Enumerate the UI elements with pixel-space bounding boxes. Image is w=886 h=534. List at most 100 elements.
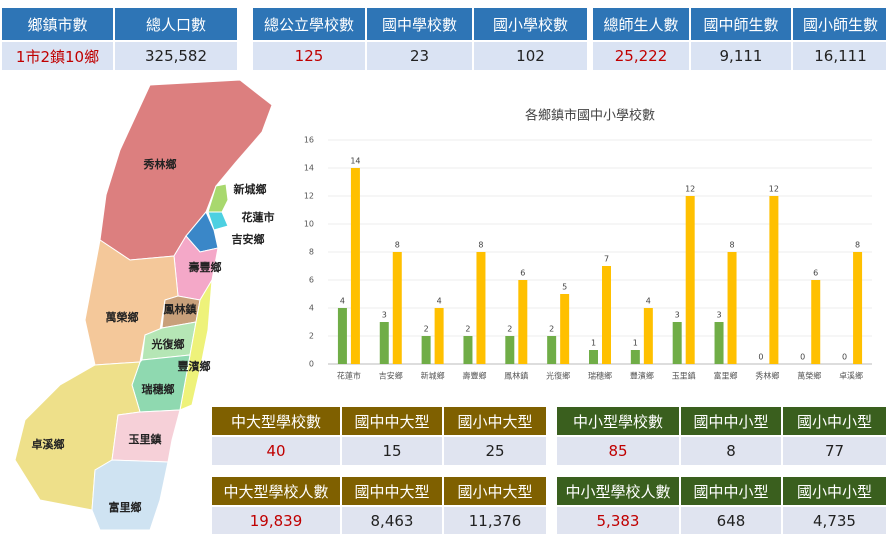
y-tick-label: 16 [304,136,314,145]
data-label: 8 [478,241,483,250]
map-label: 秀林鄉 [143,157,177,171]
data-label: 0 [758,353,763,362]
stat-value: 8 [681,437,781,465]
stat-header: 總公立學校數 [253,8,365,40]
stat-table: 總公立學校數 國中學校數 國小學校數 125 23 102 [253,8,587,70]
data-label: 5 [562,283,567,292]
stat-value: 40 [212,437,340,465]
chart-title: 各鄉鎮市國中小學校數 [525,108,655,124]
map-label: 新城鄉 [234,182,267,196]
map-label: 光復鄉 [151,337,185,351]
bar [672,322,682,364]
bar [602,266,611,364]
y-tick-label: 10 [304,220,314,229]
stat-value: 8,463 [342,507,442,534]
region [207,183,229,213]
x-tick-label: 新城鄉 [421,371,445,381]
stat-value: 25,222 [593,42,689,70]
map-label: 花蓮市 [242,210,275,224]
data-label: 8 [395,241,400,250]
stat-value: 85 [557,437,679,465]
bar [727,252,737,364]
bar [853,252,863,364]
stat-header: 總師生人數 [593,8,689,40]
stat-header: 國小學校數 [474,8,587,40]
stat-value: 1市2鎮10鄉 [2,42,113,70]
bar [547,336,557,364]
stat-header: 國中中大型 [342,407,442,435]
stat-value: 11,376 [444,507,546,534]
data-label: 2 [424,325,429,334]
data-label: 3 [716,311,721,320]
stat-value: 648 [681,507,781,534]
stat-value: 19,839 [212,507,340,534]
data-label: 14 [350,157,360,166]
stat-header: 國小中小型 [783,477,886,505]
stat-header: 國小師生數 [793,8,886,40]
bar [392,252,402,364]
map-label: 玉里鎮 [129,432,162,446]
stat-header: 國小中大型 [444,477,546,505]
region [207,211,229,231]
stat-value: 102 [474,42,587,70]
data-label: 8 [729,241,734,250]
stat-value: 25 [444,437,546,465]
bar [350,168,360,364]
bar [811,280,821,364]
y-tick-label: 8 [309,248,314,257]
map-label: 豐濱鄉 [178,359,211,373]
stat-table: 中大型學校數 國中中大型 國小中大型 40 15 25 [212,407,546,465]
y-tick-label: 14 [304,164,314,173]
data-label: 4 [437,297,442,306]
x-tick-label: 秀林鄉 [755,371,779,381]
x-tick-label: 鳳林鎮 [504,371,528,381]
map-label: 吉安鄉 [232,232,265,246]
data-label: 6 [520,269,525,278]
stat-value: 5,383 [557,507,679,534]
x-tick-label: 卓溪鄉 [839,371,863,381]
stat-header: 國中學校數 [367,8,472,40]
data-label: 12 [769,185,779,194]
data-label: 4 [646,297,651,306]
x-tick-label: 富里鄉 [714,371,738,381]
bar [560,294,570,364]
bar [518,280,528,364]
region [91,459,169,531]
map: 秀林鄉 新城鄉 花蓮市 吉安鄉 壽豐鄉 鳳林鎮 萬榮鄉 光復鄉 豐濱鄉 瑞穗鄉 … [14,79,275,531]
bar [643,308,653,364]
map-label: 卓溪鄉 [32,437,65,451]
stat-table: 總師生人數 國中師生數 國小師生數 25,222 9,111 16,111 [593,8,886,70]
bar [421,336,431,364]
x-tick-label: 吉安鄉 [379,371,403,381]
data-label: 8 [855,241,860,250]
data-label: 6 [813,269,818,278]
x-tick-label: 玉里鎮 [672,371,696,381]
y-tick-label: 2 [309,332,314,341]
map-label: 鳳林鎮 [164,302,197,316]
stat-header: 國中中大型 [342,477,442,505]
bar [685,196,695,364]
x-tick-label: 花蓮市 [337,371,361,381]
stat-value: 16,111 [793,42,886,70]
stat-header: 中小型學校人數 [557,477,679,505]
chart: 各鄉鎮市國中小學校數 0246810121416花蓮市414吉安鄉38新城鄉24… [304,108,872,381]
data-label: 0 [842,353,847,362]
stat-value: 325,582 [115,42,237,70]
bar [476,252,486,364]
data-label: 12 [685,185,695,194]
stat-table: 中小型學校人數 國中中小型 國小中小型 5,383 648 4,735 [557,477,886,534]
stat-header: 國小中大型 [444,407,546,435]
data-label: 1 [591,339,596,348]
stat-header: 國中中小型 [681,477,781,505]
bar [434,308,444,364]
stat-value: 15 [342,437,442,465]
map-label: 瑞穗鄉 [142,382,175,396]
x-tick-label: 壽豐鄉 [462,371,486,381]
bar [463,336,473,364]
stat-header: 總人口數 [115,8,237,40]
data-label: 3 [382,311,387,320]
map-label: 富里鄉 [109,500,142,514]
stat-header: 國小中小型 [783,407,886,435]
stat-header: 鄉鎮市數 [2,8,113,40]
data-label: 7 [604,255,609,264]
